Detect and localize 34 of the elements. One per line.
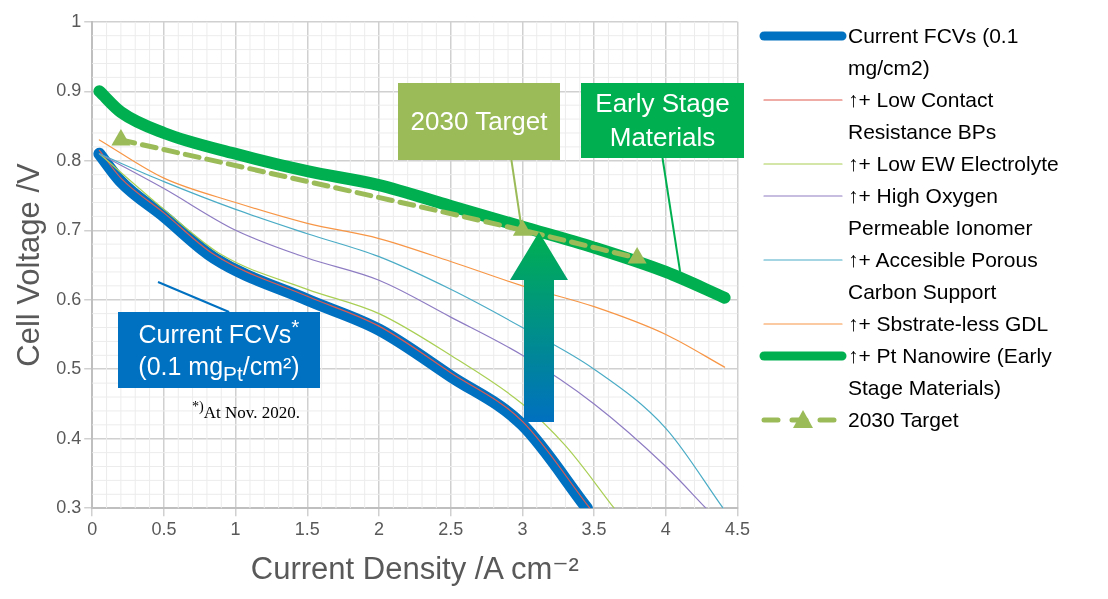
legend-label: ↑+ Accesible Porous Carbon Support (848, 247, 1039, 305)
annotation: $^{*)}$At Nov. 2020. (192, 396, 300, 424)
legend-label: Current FCVs (0.1 mg/cm2) (848, 23, 1020, 81)
y-tick-label: 0.3 (56, 497, 82, 518)
point (111, 128, 131, 146)
y-tick-label: 1 (71, 10, 82, 31)
y-tick-label: 0.6 (56, 288, 82, 309)
annotation: Early Stage Materials (594, 86, 731, 154)
x-tick-label: 4.5 (724, 518, 750, 539)
legend-label: ↑+ Low Contact Resistance BPs (848, 87, 998, 145)
x-tick-label: 1.5 (294, 518, 320, 539)
x-tick-label: 1 (230, 518, 241, 539)
x-tick-label: 0 (87, 518, 98, 539)
y-tick-label: 0.7 (56, 219, 82, 240)
x-tick-label: 3.5 (581, 518, 607, 539)
text: Current FCVs$^{*}$ (0.1 mg$_{Pt}$/cm²) (138, 314, 300, 386)
legend-label: ↑+ Pt Nanowire (Early Stage Materials) (848, 343, 1053, 401)
y-tick-label: 0.9 (56, 80, 82, 101)
legend-label: ↑+ Low EW Electrolyte (848, 151, 1060, 177)
legend-label: ↑+ Sbstrate-less GDL (848, 311, 1050, 337)
x-tick-label: 2.5 (438, 518, 464, 539)
y-tick-label: 0.5 (56, 358, 82, 379)
point (627, 247, 647, 264)
x-axis-title: Current Density /A cm⁻² (250, 550, 579, 586)
x-tick-label: 3 (517, 518, 528, 539)
y-axis-title: Cell Voltage /V (11, 163, 47, 367)
y-tick-label: 0.4 (56, 427, 82, 448)
annotation: 2030 Target (410, 104, 548, 138)
legend-label: ↑+ High Oxygen Permeable Ionomer (848, 183, 1034, 241)
x-tick-label: 0.5 (151, 518, 177, 539)
legend-label: 2030 Target (848, 407, 960, 433)
y-tick-label: 0.8 (56, 149, 82, 170)
x-tick-label: 4 (660, 518, 671, 539)
x-tick-label: 2 (374, 518, 385, 539)
